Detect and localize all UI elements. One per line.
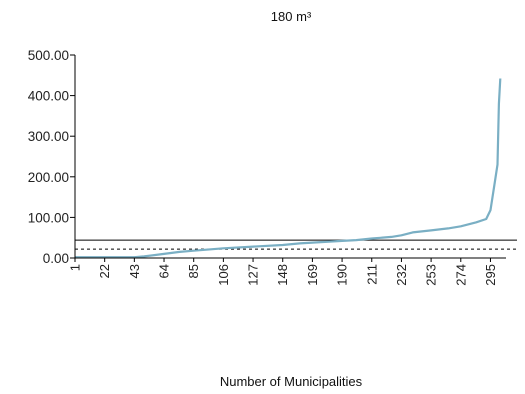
x-tick-label: 22 [97,264,112,278]
x-tick-label: 295 [483,264,498,286]
x-tick-label: 1 [68,264,83,271]
y-tick-label: 200.00 [28,170,69,185]
x-tick-label: 85 [186,264,201,278]
x-tick-label: 64 [157,264,172,278]
x-tick-label: 211 [364,264,379,285]
x-tick-label: 106 [216,264,231,286]
series-line [75,78,502,259]
reference-lines [75,239,517,250]
x-axis-label: Number of Municipalities [220,374,363,389]
series-layer [75,78,502,259]
y-tick-label: 300.00 [28,129,69,144]
x-tick-label: 169 [305,264,320,286]
x-tick-label: 127 [246,264,261,286]
chart-title: 180 m³ [271,9,312,24]
x-tick-label: 253 [424,264,439,286]
x-tick-label: 274 [453,264,468,286]
x-tick-label: 232 [394,264,409,286]
y-tick-label: 400.00 [28,89,69,104]
x-tick-label: 190 [335,264,350,286]
x-tick-label: 43 [127,264,142,278]
y-tick-label: 100.00 [28,210,69,225]
x-tick-label: 148 [275,264,290,286]
y-axis-ticks: 0.00 100.00 200.00 300.00 400.00 500.00 [28,48,75,266]
y-tick-label: 500.00 [28,48,69,63]
axes [74,55,506,259]
y-tick-label: 0.00 [43,251,69,266]
x-axis-ticks: 1 22 43 64 85 106 127 148 169 190 211 232 253 274 295 [68,258,498,286]
